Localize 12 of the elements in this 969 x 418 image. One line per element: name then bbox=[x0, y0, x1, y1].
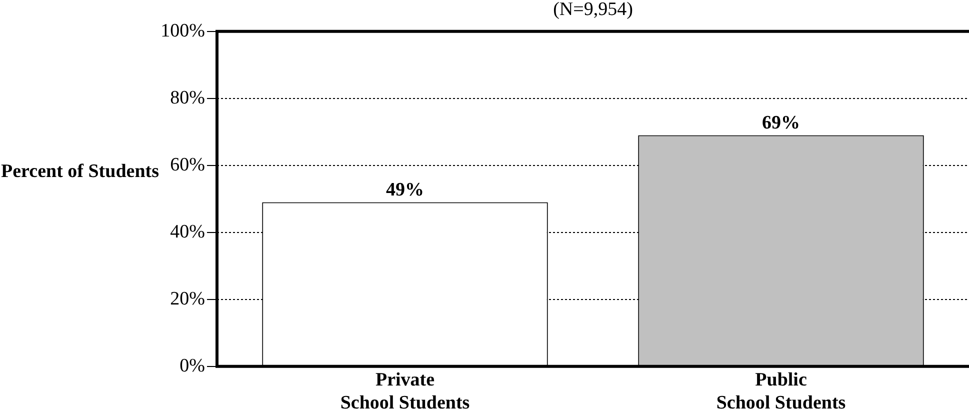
data-label: 69% bbox=[762, 112, 800, 134]
y-tick-label: 80% bbox=[170, 87, 206, 108]
data-label: 49% bbox=[386, 180, 424, 201]
y-tick-label: 60% bbox=[170, 154, 206, 176]
y-tick-label: 100% bbox=[160, 20, 206, 42]
y-tick-label: 40% bbox=[170, 221, 206, 242]
x-tick-label: Public School Students bbox=[716, 370, 846, 414]
x-tick-label: Private School Students bbox=[340, 370, 470, 414]
chart-subtitle: (N=9,954) bbox=[552, 0, 634, 20]
y-axis-title: Percent of Students bbox=[0, 160, 160, 184]
y-tick-label: 20% bbox=[170, 288, 206, 310]
y-tick-label: 0% bbox=[180, 355, 206, 376]
